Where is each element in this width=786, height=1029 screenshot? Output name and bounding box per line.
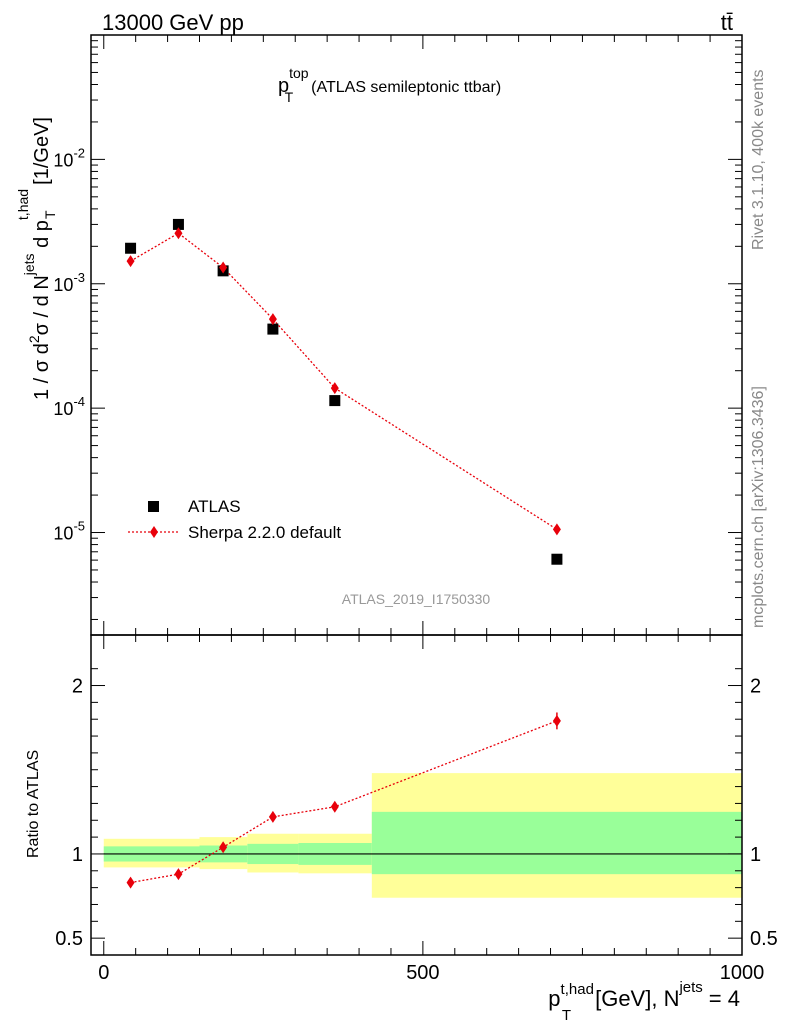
y-tick-label: 10-4: [53, 394, 85, 419]
legend-marker-atlas: [148, 501, 159, 512]
atlas-point: [125, 242, 137, 254]
ratio-y-tick-label: 0.5: [750, 928, 778, 950]
ratio-frame: [90, 634, 743, 956]
main-y-axis-label: 1 / σ d2σ / d Njets d pt,had T [1/GeV]: [15, 117, 58, 400]
x-axis-label: pt,had T [GeV], Njets = 4: [548, 979, 740, 1024]
main-plot-layer: [125, 218, 563, 565]
ratio-panel: 0.5 0.5 1 1 2 2 0 500 1000 Ratio to ATLAS: [25, 634, 778, 984]
x-axis-label-sup2: jets: [678, 979, 702, 996]
sherpa-point: [330, 382, 339, 395]
atlas-point: [329, 395, 341, 407]
analysis-id: ATLAS_2019_I1750330: [342, 591, 491, 607]
ratio-sherpa-line: [130, 720, 558, 884]
x-axis-label-sub: T: [562, 1007, 571, 1024]
sherpa-point: [552, 523, 561, 536]
sherpa-line: [130, 232, 558, 530]
y-tick-label: 10-2: [53, 145, 85, 170]
atlas-point: [267, 323, 279, 335]
plot-title-sup: top: [289, 65, 309, 81]
energy-label: 13000 GeV pp: [102, 10, 244, 35]
stat-uncertainty-band: [371, 811, 742, 875]
x-axis-label-end: = 4: [709, 986, 740, 1011]
main-frame: [90, 34, 743, 636]
plot-title-rest: (ATLAS semileptonic ttbar): [311, 79, 501, 96]
sherpa-point: [174, 227, 183, 240]
main-panel: 10-5 10-4 10-3 10-2 ptop T (ATLAS semileptoni…: [15, 34, 743, 636]
sherpa-point: [268, 313, 277, 326]
ratio-sherpa-point: [219, 841, 228, 854]
x-axis-label-sup: t,had: [561, 981, 594, 998]
ratio-y-tick-label: 2: [72, 676, 83, 698]
main-ticks: 10-5 10-4 10-3 10-2: [53, 34, 743, 635]
ratio-y-tick-label: 1: [750, 844, 761, 866]
sherpa-point: [126, 255, 135, 268]
legend-marker-sherpa: [150, 526, 158, 538]
y-tick-label: 10-5: [53, 519, 85, 544]
legend: ATLAS Sherpa 2.2.0 default: [128, 497, 341, 542]
sherpa-point: [219, 261, 228, 274]
atlas-point: [551, 553, 563, 565]
ratio-y-tick-label: 2: [750, 676, 761, 698]
atlas-point: [172, 218, 184, 230]
ratio-plot-layer: [103, 712, 742, 898]
plot-title: ptop T (ATLAS semileptonic ttbar): [278, 65, 501, 105]
ratio-sherpa-point: [330, 800, 339, 813]
x-tick-label: 500: [406, 962, 439, 984]
legend-label-sherpa: Sherpa 2.2.0 default: [188, 523, 341, 542]
ratio-ticks: 0.5 0.5 1 1 2 2 0 500 1000: [55, 635, 778, 984]
ratio-sherpa-point: [268, 810, 277, 823]
plot-title-main: p: [278, 75, 289, 97]
x-tick-label: 0: [98, 962, 109, 984]
ratio-sherpa-point: [174, 868, 183, 881]
process-label: tt̄: [721, 10, 733, 35]
y-tick-label: 10-3: [53, 270, 85, 295]
ratio-y-tick-label: 0.5: [55, 928, 83, 950]
plot-title-sub: T: [285, 89, 294, 105]
ratio-y-axis-label: Ratio to ATLAS: [25, 750, 42, 858]
x-axis-label-rest: [GeV], N: [595, 986, 679, 1011]
legend-label-atlas: ATLAS: [188, 497, 241, 516]
rivet-label: Rivet 3.1.10, 400k events: [750, 69, 767, 250]
x-axis-label-main: p: [548, 986, 560, 1011]
ratio-y-tick-label: 1: [72, 844, 83, 866]
x-tick-label: 1000: [720, 962, 765, 984]
ratio-sherpa-point: [126, 876, 135, 889]
ratio-sherpa-point: [552, 714, 561, 727]
mcplots-label: mcplots.cern.ch [arXiv:1306.3436]: [750, 386, 767, 628]
